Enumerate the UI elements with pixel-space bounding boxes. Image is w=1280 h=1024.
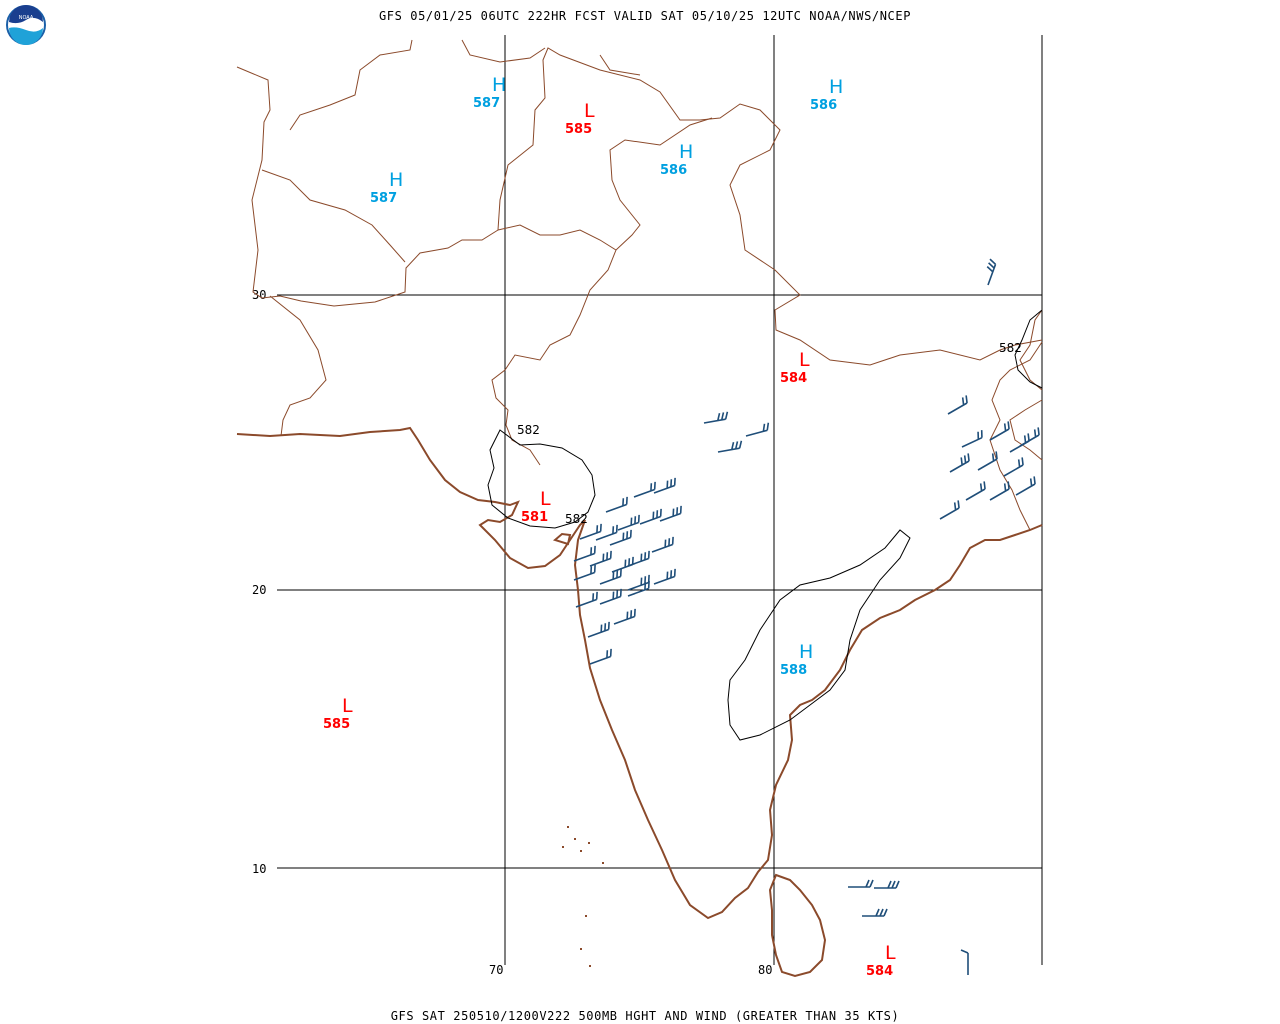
wind-barb [633, 481, 656, 498]
lon-label-70: 70 [489, 963, 503, 977]
wind-barb [587, 621, 610, 638]
wind-barb [573, 545, 596, 562]
map-footer: GFS SAT 250510/1200V222 500MB HGHT AND W… [391, 1009, 900, 1023]
wind-barb [599, 588, 622, 605]
center-value: 587 [370, 191, 397, 206]
contour-label: 582 [517, 423, 540, 437]
height-contours [487, 309, 1043, 741]
wind-barb [986, 258, 997, 286]
lat-label-20: 20 [252, 583, 266, 597]
wind-barb [703, 411, 729, 424]
wind-barb [595, 524, 618, 541]
center-letter: H [679, 141, 693, 163]
center-value: 581 [521, 510, 548, 525]
center-value: 585 [565, 122, 592, 137]
coastline [236, 426, 1043, 978]
wind-barb [977, 451, 998, 471]
center-value: 586 [810, 98, 837, 113]
high-center: H 586 [660, 141, 693, 178]
wind-barb [627, 574, 650, 591]
wind-barb [862, 908, 888, 917]
lat-label-10: 10 [252, 862, 266, 876]
center-letter: L [540, 488, 551, 510]
wind-barb [639, 508, 662, 525]
wind-barb [651, 536, 674, 553]
grid-lines [277, 35, 1043, 965]
wind-barbs [573, 258, 1040, 975]
center-letter: L [342, 695, 353, 717]
center-letter: H [829, 76, 843, 98]
wind-barb [627, 550, 650, 567]
center-letter: L [584, 100, 595, 122]
lon-label-80: 80 [758, 963, 772, 977]
center-value: 588 [780, 663, 807, 678]
wind-barb [653, 477, 676, 494]
wind-barb [745, 422, 770, 437]
islands [562, 826, 604, 967]
wind-barb [949, 453, 970, 473]
wind-barb [579, 523, 602, 540]
wind-barb [605, 496, 628, 513]
center-letter: L [799, 349, 810, 371]
low-center: L 585 [565, 100, 595, 137]
high-center: H 586 [810, 76, 843, 113]
center-value: 585 [323, 717, 350, 732]
country-borders [236, 39, 1043, 531]
low-center: L 584 [780, 349, 810, 386]
wind-barb [627, 580, 650, 597]
noaa-logo-text: NOAA [19, 15, 34, 21]
map-title: GFS 05/01/25 06UTC 222HR FCST VALID SAT … [379, 9, 911, 23]
wind-barb [617, 514, 640, 531]
center-letter: H [492, 74, 506, 96]
wind-barb [989, 481, 1010, 501]
wind-barb [613, 608, 636, 625]
low-center: L 581 [521, 488, 551, 525]
wind-barb [589, 648, 612, 665]
wind-barb [717, 440, 743, 453]
high-center: H 587 [473, 74, 506, 111]
contour-label: 582 [565, 512, 588, 526]
wind-barb [1019, 427, 1040, 447]
low-center: L 584 [866, 942, 896, 979]
wind-barb [589, 550, 612, 567]
wind-barb [659, 505, 682, 522]
wind-barb [961, 430, 983, 448]
lat-label-30: 30 [252, 288, 266, 302]
wind-barb [1015, 476, 1036, 496]
wind-barb [653, 568, 676, 585]
center-letter: L [885, 942, 896, 964]
wind-barb [611, 556, 634, 573]
high-center: H 588 [780, 641, 813, 678]
high-center: H 587 [370, 169, 403, 206]
center-letter: H [799, 641, 813, 663]
wind-barb [1003, 457, 1024, 477]
center-value: 584 [866, 964, 893, 979]
wind-barb [848, 879, 874, 888]
noaa-logo-icon: NOAA [6, 5, 46, 45]
wind-barb [960, 949, 969, 975]
wind-barb [874, 880, 900, 889]
wind-barb [609, 529, 632, 546]
contour-label: 582 [999, 341, 1022, 355]
wind-barb [989, 421, 1010, 441]
center-value: 584 [780, 371, 807, 386]
center-value: 586 [660, 163, 687, 178]
wind-barb [965, 481, 986, 501]
wind-barb [939, 500, 960, 520]
wind-barb [573, 564, 596, 581]
wind-barb [599, 568, 622, 585]
center-value: 587 [473, 96, 500, 111]
center-letter: H [389, 169, 403, 191]
low-center: L 585 [323, 695, 353, 732]
wind-barb [575, 591, 598, 608]
wind-barb [947, 395, 968, 415]
